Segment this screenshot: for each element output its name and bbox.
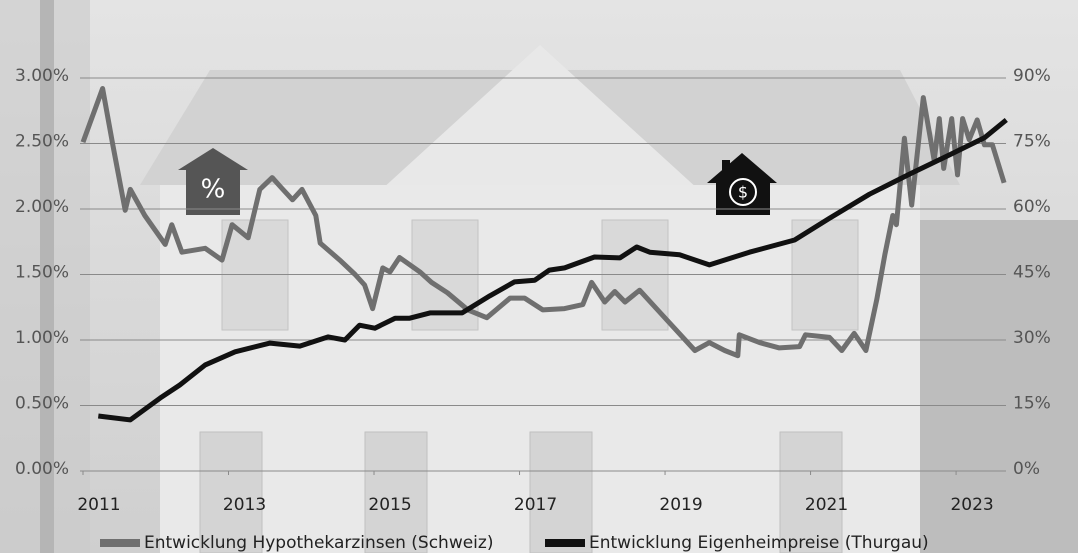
x-tick-label: 2019 bbox=[659, 495, 702, 515]
x-tick-label: 2021 bbox=[805, 495, 848, 515]
x-tick-label: 2013 bbox=[223, 495, 266, 515]
x-tick-label: 2011 bbox=[77, 495, 120, 515]
legend-swatch bbox=[100, 539, 140, 547]
x-tick-label: 2023 bbox=[950, 495, 993, 515]
legend-label: Entwicklung Eigenheimpreise (Thurgau) bbox=[589, 533, 929, 553]
x-tick-label: 2017 bbox=[514, 495, 557, 515]
legend-swatch bbox=[545, 539, 585, 547]
legend-label: Entwicklung Hypothekarzinsen (Schweiz) bbox=[144, 533, 493, 553]
y-tick-label: 0.00% bbox=[15, 459, 69, 479]
y-tick-label: 3.00% bbox=[15, 66, 69, 86]
y2-tick-label: 75% bbox=[1013, 132, 1051, 152]
y2-tick-label: 15% bbox=[1013, 394, 1051, 414]
y-tick-label: 2.50% bbox=[15, 132, 69, 152]
y-tick-label: 1.50% bbox=[15, 263, 69, 283]
y2-tick-label: 60% bbox=[1013, 197, 1051, 217]
y-tick-label: 2.00% bbox=[15, 197, 69, 217]
y-tick-label: 0.50% bbox=[15, 394, 69, 414]
y2-tick-label: 90% bbox=[1013, 66, 1051, 86]
chart: % $ 0.00% 0.50% 1.00% 1.50% 2.00% 2.50% 3.00% 0… bbox=[0, 0, 1078, 553]
x-tick-label: 2015 bbox=[368, 495, 411, 515]
y-tick-label: 1.00% bbox=[15, 328, 69, 348]
y2-tick-label: 30% bbox=[1013, 328, 1051, 348]
y2-tick-label: 0% bbox=[1013, 459, 1040, 479]
y2-tick-label: 45% bbox=[1013, 263, 1051, 283]
icon-label: % bbox=[201, 175, 226, 205]
icon-label: $ bbox=[738, 183, 748, 202]
